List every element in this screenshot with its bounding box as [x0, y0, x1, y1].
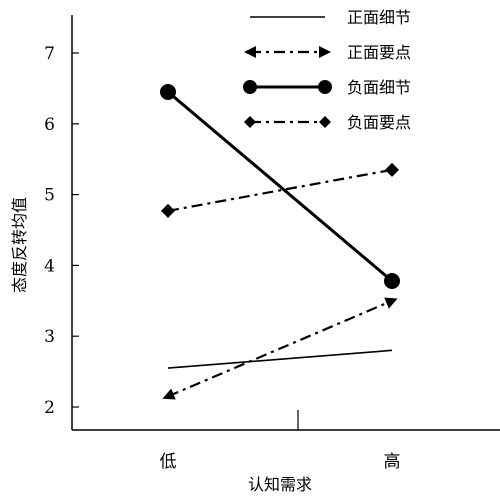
series-point [384, 272, 400, 289]
series-point [385, 162, 399, 177]
series-line [167, 349, 393, 369]
legend-marker [244, 116, 256, 128]
series-point [160, 83, 176, 100]
legend-label: 负面要点 [347, 113, 411, 132]
legend-label: 负面细节 [347, 78, 411, 97]
y-axis-label: 态度反转均值 [10, 197, 29, 293]
series-line [167, 168, 393, 212]
y-tick-label: 6 [44, 115, 55, 135]
x-axis-label: 认知需求 [248, 475, 312, 494]
legend-marker [318, 80, 332, 94]
x-ticks: 低高 [160, 410, 401, 472]
y-tick-label: 5 [44, 186, 55, 206]
legend-marker [319, 116, 331, 128]
y-tick-label: 4 [44, 256, 55, 276]
series-layer [160, 83, 400, 400]
series-line [162, 297, 398, 400]
legend-label: 正面细节 [347, 8, 411, 27]
y-tick-label: 7 [44, 44, 55, 64]
y-ticks: 2 3 4 5 6 7 [44, 44, 79, 418]
x-tick-label: 低 [160, 452, 177, 472]
y-tick-label: 3 [44, 327, 55, 347]
legend-label: 正面要点 [347, 43, 411, 62]
x-tick-label: 高 [384, 452, 401, 472]
legend-marker [243, 80, 257, 94]
y-tick-label: 2 [44, 398, 55, 418]
series-line [167, 90, 393, 283]
series-point [161, 203, 175, 218]
